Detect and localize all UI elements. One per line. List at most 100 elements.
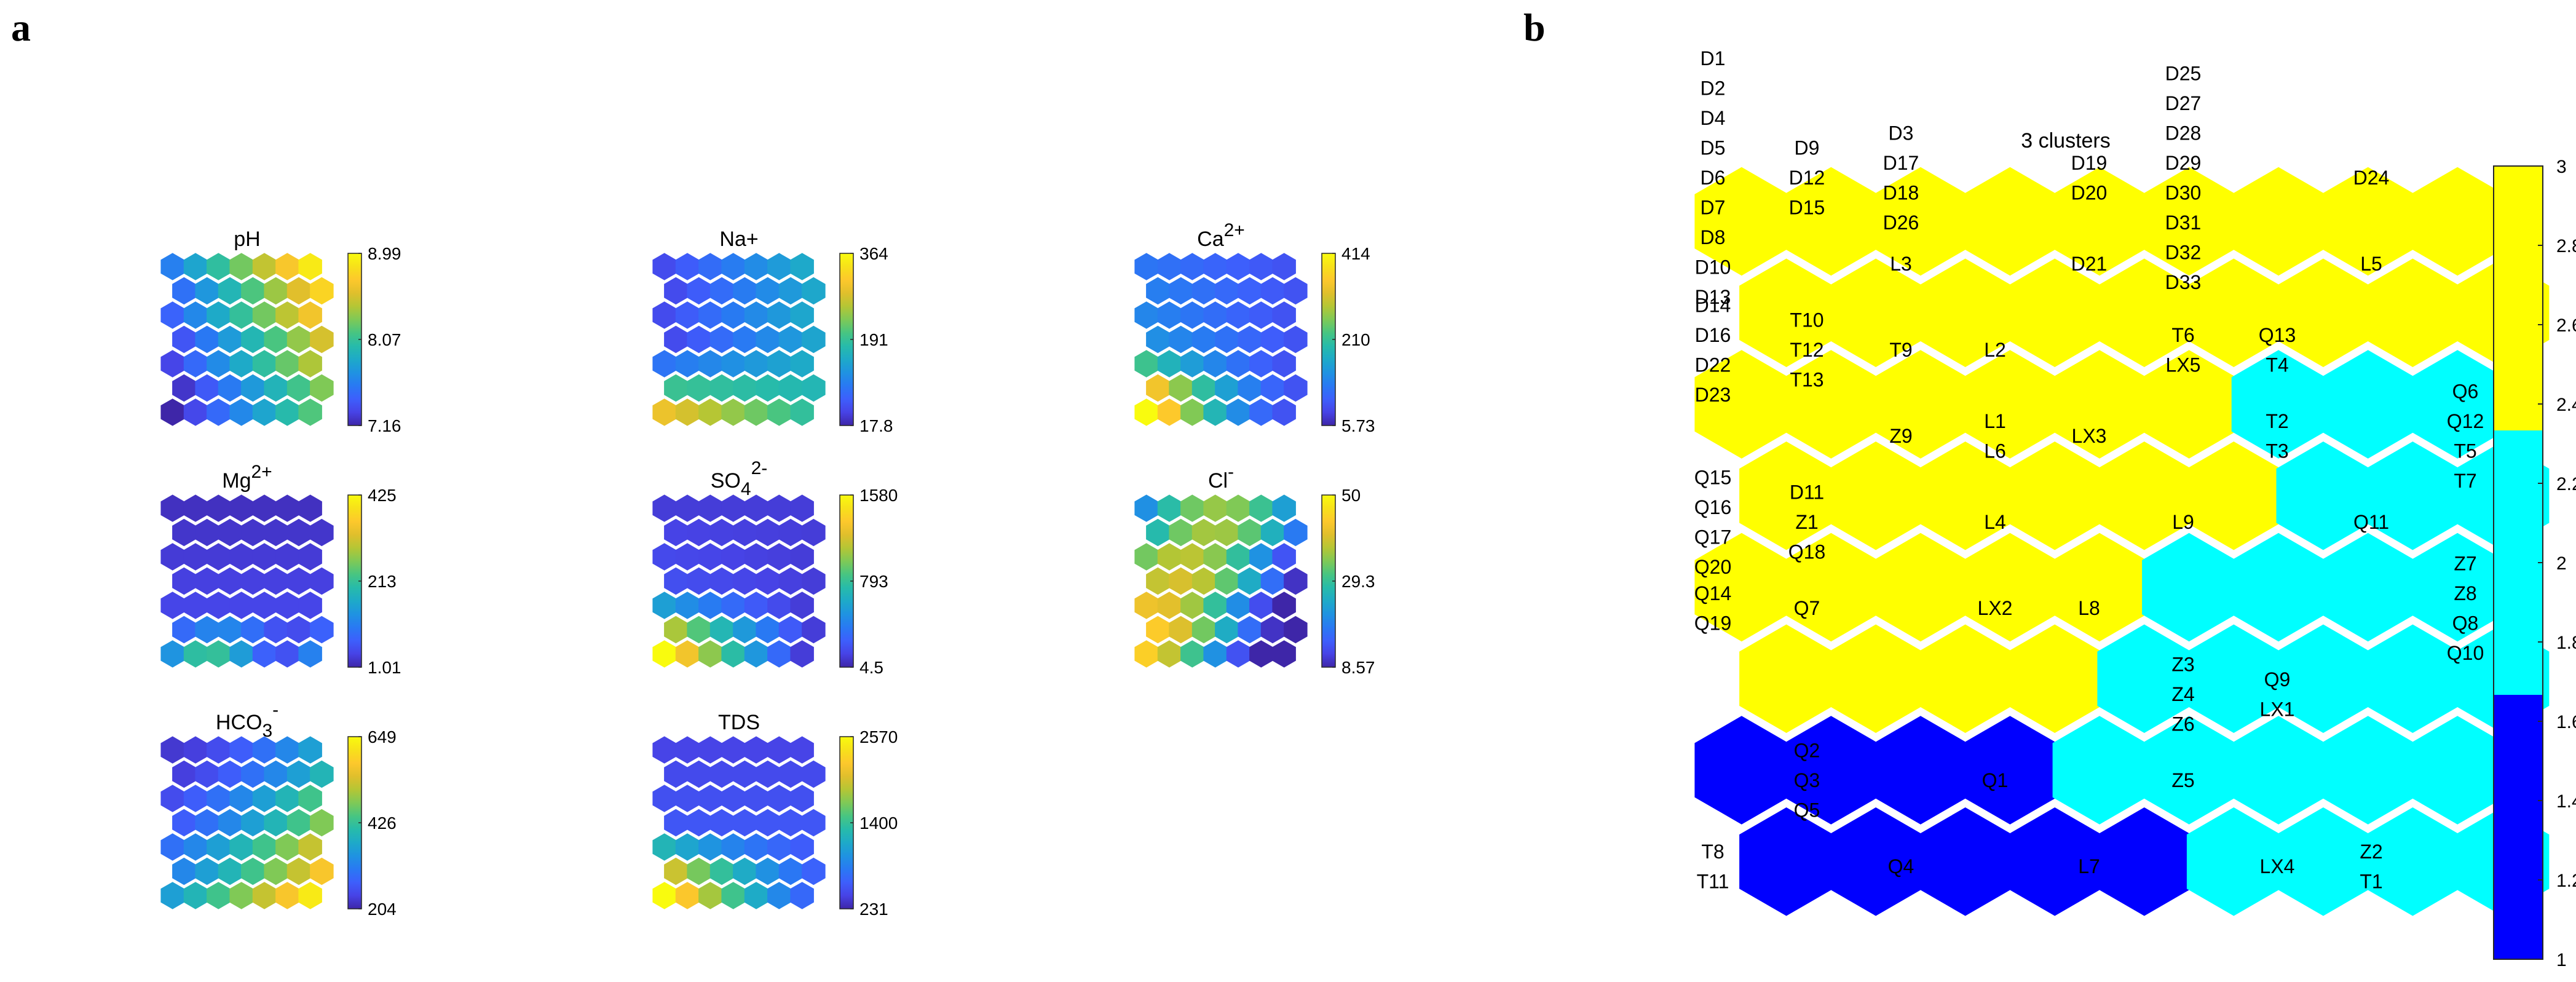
hex-cell bbox=[207, 736, 231, 764]
cluster-hex bbox=[2097, 624, 2192, 733]
hex-cell bbox=[218, 518, 242, 547]
hex-cell bbox=[264, 277, 288, 305]
hex-cell bbox=[160, 301, 184, 329]
hex-cell bbox=[172, 616, 196, 644]
hex-cell bbox=[195, 518, 219, 547]
cluster-hex bbox=[1828, 624, 1923, 733]
hex-cell bbox=[1146, 325, 1170, 354]
hex-cell bbox=[207, 543, 231, 571]
hex-cell bbox=[698, 833, 722, 861]
cluster-hex bbox=[2276, 258, 2371, 367]
component-plane-4: SO42- 1580 793 4.5 bbox=[652, 458, 898, 677]
cluster-hex bbox=[1739, 624, 1833, 733]
hex-cell bbox=[1260, 325, 1285, 354]
hex-cell bbox=[744, 640, 768, 668]
hex-cell bbox=[1169, 277, 1193, 305]
hex-cell bbox=[1226, 350, 1250, 378]
hex-cell bbox=[160, 882, 184, 909]
hex-cell bbox=[160, 494, 184, 522]
hex-cell bbox=[241, 857, 265, 885]
hex-cell bbox=[1272, 592, 1296, 619]
sample-label: D1 D2 D4 D5 D6 D7 D8 D10 D13 bbox=[1695, 47, 1731, 308]
hex-cell bbox=[790, 543, 814, 571]
hex-cell bbox=[183, 736, 208, 764]
hex-cell bbox=[286, 374, 311, 402]
hex-cell bbox=[1169, 616, 1193, 644]
hex-cell bbox=[698, 640, 722, 668]
hex-cell bbox=[744, 833, 768, 861]
colorbar-tick-label: 2.6 bbox=[2556, 315, 2576, 336]
hex-cell bbox=[172, 857, 196, 885]
hex-cell bbox=[229, 253, 253, 280]
cluster-hex bbox=[2007, 807, 2102, 916]
hex-cell bbox=[802, 616, 826, 644]
cluster-hex bbox=[2007, 442, 2102, 550]
hex-cell bbox=[1203, 301, 1227, 329]
hex-cell bbox=[675, 833, 700, 861]
sample-label: Q13 T4 bbox=[2259, 324, 2296, 376]
cluster-hex bbox=[2410, 533, 2505, 642]
hex-cell bbox=[1134, 253, 1158, 280]
colorbar-tick-label: 213 bbox=[368, 572, 397, 591]
hex-cell bbox=[1226, 398, 1250, 426]
cluster-hex bbox=[2142, 716, 2236, 825]
hex-cell bbox=[264, 857, 288, 885]
hex-cell bbox=[1134, 494, 1158, 522]
plane-title: pH bbox=[234, 228, 260, 251]
hex-cell bbox=[733, 325, 757, 354]
hex-cell bbox=[1146, 616, 1170, 644]
hex-cell bbox=[733, 567, 757, 595]
hex-cell bbox=[252, 592, 277, 619]
cluster-hex bbox=[1963, 533, 2057, 642]
hex-cell bbox=[1226, 494, 1250, 522]
colorbar-tick-label: 1.01 bbox=[368, 658, 401, 677]
hex-cell bbox=[1284, 374, 1308, 402]
hex-cell bbox=[1238, 325, 1262, 354]
hex-cell bbox=[1169, 567, 1193, 595]
cluster-hex bbox=[1873, 716, 1968, 825]
hex-cell bbox=[790, 736, 814, 764]
hex-cell bbox=[664, 616, 688, 644]
hex-cell bbox=[1146, 567, 1170, 595]
hex-cell bbox=[1272, 398, 1296, 426]
hex-cell bbox=[1215, 277, 1239, 305]
cluster-hex bbox=[1739, 258, 1833, 367]
hex-cell bbox=[756, 277, 780, 305]
cluster-hex bbox=[1739, 807, 1833, 916]
hex-cell bbox=[664, 567, 688, 595]
hex-cell bbox=[698, 592, 722, 619]
hex-cell bbox=[229, 350, 253, 378]
hex-cell bbox=[310, 567, 334, 595]
hex-cell bbox=[767, 398, 791, 426]
cluster-hex bbox=[1918, 624, 2013, 733]
hex-cell bbox=[778, 325, 803, 354]
cluster-hex bbox=[1784, 533, 1878, 642]
cluster-hex bbox=[2142, 350, 2236, 459]
hex-cell bbox=[1157, 253, 1182, 280]
hex-cell bbox=[183, 640, 208, 668]
hex-cell bbox=[241, 809, 265, 837]
cluster-map: 3 clusters D1 D2 D4 D5 D6 D7 D8 D10 D13 D9 D12 D15 D3… bbox=[1694, 47, 2550, 916]
hex-cell bbox=[207, 640, 231, 668]
hex-cell bbox=[183, 592, 208, 619]
hex-cell bbox=[275, 736, 299, 764]
hex-cell bbox=[1284, 325, 1308, 354]
colorbar-tick-label: 50 bbox=[1341, 486, 1361, 505]
hex-cell bbox=[733, 809, 757, 837]
hex-cell bbox=[1180, 398, 1204, 426]
component-plane-2: Ca2+ 414 210 5.73 bbox=[1134, 220, 1375, 435]
cluster-hex bbox=[1873, 533, 1968, 642]
cluster-hex bbox=[2052, 716, 2147, 825]
hex-cell bbox=[767, 350, 791, 378]
hex-cell bbox=[733, 616, 757, 644]
hex-cell bbox=[298, 253, 322, 280]
colorbar-tick-label: 414 bbox=[1341, 244, 1370, 263]
hex-cell bbox=[652, 301, 676, 329]
sample-label: D11 Z1 Q18 bbox=[1788, 481, 1825, 563]
hex-cell bbox=[802, 277, 826, 305]
hex-cell bbox=[275, 350, 299, 378]
cluster-hex bbox=[1784, 716, 1878, 825]
hex-cell bbox=[195, 809, 219, 837]
hex-cell bbox=[275, 398, 299, 426]
hex-cell bbox=[1157, 350, 1182, 378]
